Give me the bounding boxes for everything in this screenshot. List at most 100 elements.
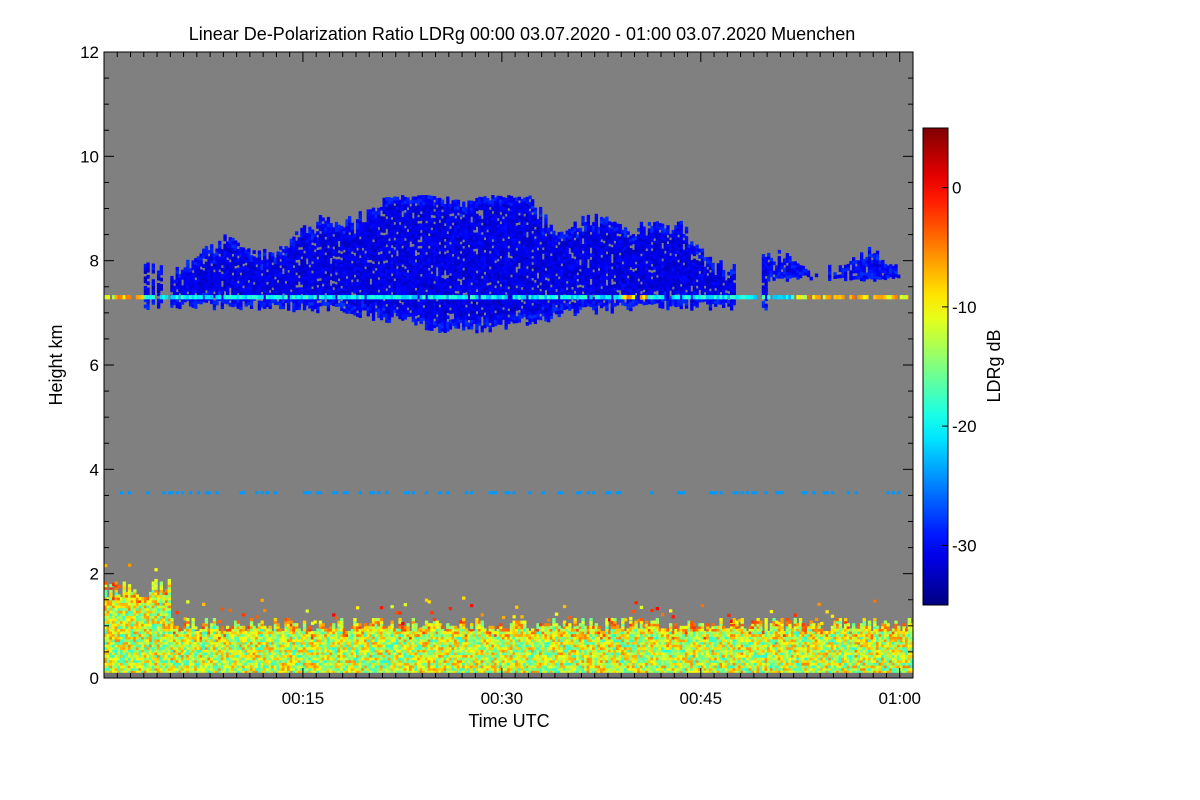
data-cell	[406, 216, 410, 220]
data-cell	[557, 291, 561, 296]
data-cell	[483, 290, 487, 294]
data-cell	[326, 220, 331, 224]
data-cell	[523, 257, 527, 261]
data-cell	[626, 231, 630, 235]
data-cell	[401, 279, 405, 284]
data-cell	[682, 277, 686, 282]
data-cell	[586, 277, 590, 282]
data-cell	[661, 289, 665, 294]
data-cell	[578, 290, 583, 294]
data-cell	[427, 270, 431, 275]
data-cell	[464, 241, 468, 246]
data-cell	[539, 235, 543, 239]
data-cell	[432, 268, 437, 272]
data-cell	[581, 266, 585, 270]
data-cell	[610, 291, 614, 295]
data-cell	[390, 301, 394, 305]
data-cell	[406, 282, 410, 286]
data-cell	[629, 241, 633, 246]
data-cell	[377, 254, 381, 259]
data-cell	[528, 220, 532, 225]
data-cell	[605, 285, 609, 290]
data-cell	[488, 259, 492, 264]
data-cell	[639, 256, 644, 260]
data-cell	[483, 196, 487, 200]
data-cell	[284, 261, 288, 266]
data-cell	[504, 197, 508, 202]
data-cell	[674, 243, 678, 248]
data-cell	[175, 292, 179, 296]
data-cell	[531, 227, 535, 231]
data-cell	[424, 279, 429, 284]
data-cell	[385, 262, 389, 267]
data-cell	[371, 213, 376, 218]
data-cell	[424, 207, 429, 212]
data-cell	[401, 317, 405, 321]
data-cell	[462, 251, 466, 256]
data-cell	[661, 233, 665, 237]
data-cell	[424, 276, 429, 281]
data-cell	[305, 264, 309, 268]
data-cell	[504, 326, 508, 330]
data-cell	[472, 285, 476, 290]
data-cell	[554, 251, 559, 255]
data-cell	[626, 281, 630, 285]
data-cell	[615, 226, 620, 231]
data-cell	[440, 259, 445, 263]
data-cell	[146, 262, 150, 267]
data-cell	[486, 323, 490, 327]
data-cell	[557, 266, 561, 271]
data-cell	[647, 287, 652, 292]
data-cell	[639, 300, 644, 304]
data-cell	[634, 242, 638, 247]
data-cell	[356, 234, 360, 239]
data-cell	[310, 232, 315, 237]
data-cell	[186, 284, 190, 289]
data-cell	[486, 316, 490, 321]
data-cell	[313, 274, 317, 278]
data-cell	[422, 210, 426, 215]
data-cell	[419, 223, 423, 228]
data-cell	[382, 310, 386, 315]
data-cell	[454, 218, 458, 223]
data-cell	[610, 247, 614, 251]
data-cell	[634, 289, 638, 294]
data-cell	[488, 275, 492, 280]
data-cell	[284, 271, 288, 275]
data-cell	[655, 246, 659, 250]
data-cell	[440, 224, 445, 229]
data-cell	[454, 202, 458, 207]
data-cell	[581, 275, 585, 280]
data-cell	[491, 310, 495, 315]
data-cell	[446, 209, 450, 213]
data-cell	[462, 279, 466, 284]
data-cell	[515, 206, 519, 211]
data-cell	[194, 258, 198, 262]
data-cell	[379, 307, 384, 311]
data-cell	[186, 259, 190, 264]
data-cell	[478, 275, 482, 279]
data-cell	[440, 315, 445, 320]
data-cell	[324, 264, 328, 269]
data-cell	[642, 254, 646, 259]
data-cell	[348, 225, 352, 230]
data-cell	[287, 291, 291, 296]
data-cell	[568, 307, 572, 311]
data-cell	[520, 205, 524, 209]
data-cell	[409, 281, 413, 286]
data-cell	[618, 267, 622, 272]
data-cell	[382, 251, 386, 255]
data-cell	[427, 204, 431, 209]
data-cell	[459, 256, 463, 261]
data-cell	[356, 288, 360, 292]
data-cell	[486, 201, 490, 205]
data-cell	[143, 292, 148, 296]
data-cell	[387, 206, 392, 211]
data-cell	[374, 245, 378, 250]
data-cell	[549, 312, 553, 316]
data-cell	[552, 262, 556, 266]
data-cell	[363, 303, 368, 308]
data-cell	[212, 303, 217, 308]
data-cell	[308, 254, 312, 259]
data-cell	[597, 283, 601, 287]
